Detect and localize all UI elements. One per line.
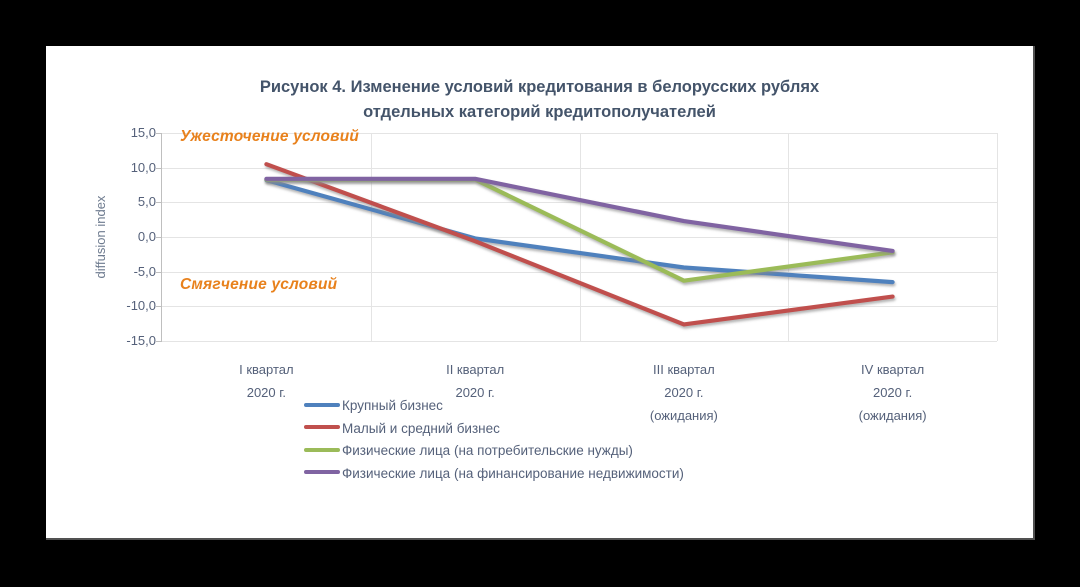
y-tick-label: -15,0: [126, 333, 156, 348]
legend-label: Крупный бизнес: [342, 398, 443, 414]
series-svg: [264, 162, 895, 327]
annotation-softening: Смягчение условий: [180, 276, 338, 293]
series-line: [264, 177, 895, 283]
chart-card: Рисунок 4. Изменение условий кредитовани…: [46, 46, 1035, 540]
x-category-label-line: 2020 г.: [664, 385, 704, 400]
gridline-vertical: [997, 133, 998, 341]
chart-title-line1: Рисунок 4. Изменение условий кредитовани…: [259, 78, 820, 96]
y-tick-label: 0,0: [137, 229, 156, 244]
y-tickmark: [156, 202, 161, 204]
legend-item: Физические лица (на финансирование недви…: [304, 465, 684, 485]
y-tickmark: [156, 133, 161, 134]
gridline-vertical: [370, 133, 372, 341]
x-category-label-line: (ожидания): [858, 408, 927, 423]
x-category-label: IV квартал 2020 г. (ожидания): [789, 358, 997, 427]
gridline-vertical: [579, 133, 581, 341]
y-tick-label: 10,0: [130, 159, 156, 175]
x-category-label: II квартал 2020 г.: [371, 358, 579, 404]
legend-line-marker: [304, 470, 340, 475]
x-category-label-line: 2020 г.: [455, 385, 495, 400]
x-category-label-line: 2020 г.: [872, 385, 913, 400]
legend-item: Физические лица (на потребительские нужд…: [304, 442, 633, 462]
chart-title-line2: отдельных категорий кредитополучателей: [363, 103, 716, 121]
gridline-horizontal: [162, 341, 997, 342]
y-tickmark: [156, 271, 161, 273]
y-axis-line: [161, 133, 162, 342]
legend-line-marker: [304, 447, 340, 452]
x-category-label-line: II квартал: [446, 362, 505, 377]
x-category-label-line: (ожидания): [649, 408, 718, 423]
legend-line-marker: [304, 402, 340, 407]
y-tick-label: -10,0: [126, 298, 156, 314]
y-tickmark: [156, 167, 161, 169]
y-tick-label: 5,0: [137, 194, 156, 210]
series-line: [264, 176, 895, 254]
x-category-label-line: IV квартал: [861, 362, 925, 377]
x-category-label-line: III квартал: [653, 362, 715, 377]
y-tick-label: -5,0: [133, 263, 156, 279]
legend-label: Физические лица (на потребительские нужд…: [342, 443, 633, 459]
legend-line-marker: [304, 425, 340, 430]
legend-item: Малый и средний бизнес: [304, 420, 500, 440]
legend-label: Малый и средний бизнес: [342, 420, 500, 436]
x-category-label: III квартал 2020 г. (ожидания): [580, 358, 788, 427]
x-category-label: I квартал 2020 г.: [162, 358, 370, 404]
legend-label: Физические лица (на финансирование недви…: [342, 465, 684, 481]
annotation-tightening: Ужесточение условий: [180, 128, 360, 145]
plot-area: Ужесточение условий Смягчение условий: [161, 128, 998, 342]
x-category-label-line: I квартал: [239, 362, 294, 377]
y-tickmark: [156, 306, 161, 308]
y-tick-label: 15,0: [130, 125, 156, 140]
series-line: [264, 177, 895, 285]
legend-item: Крупный бизнес: [304, 397, 443, 417]
chart-title: Рисунок 4. Изменение условий кредитовани…: [46, 75, 1033, 125]
x-category-label-line: 2020 г.: [246, 385, 287, 400]
y-tickmark: [156, 341, 161, 342]
series-line: [264, 162, 895, 327]
y-tickmark: [156, 237, 161, 238]
